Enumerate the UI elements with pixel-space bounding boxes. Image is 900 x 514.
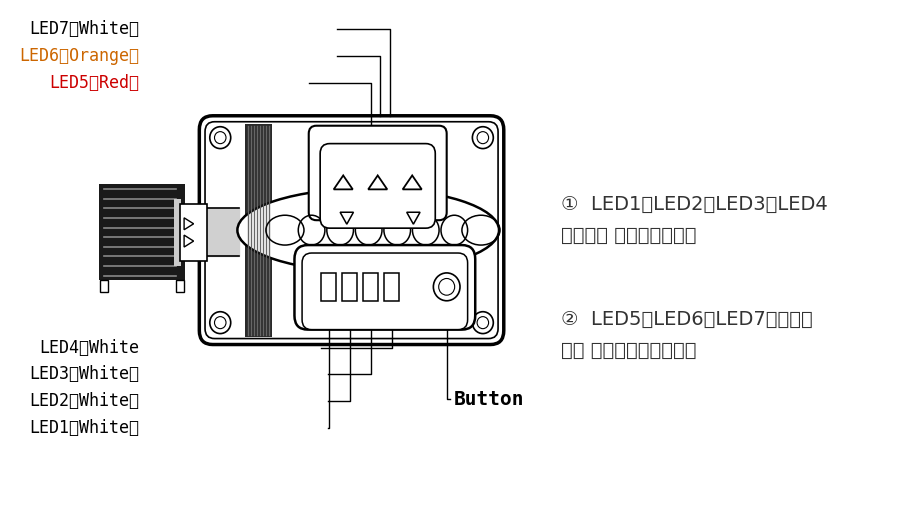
Bar xyxy=(321,273,337,301)
FancyBboxPatch shape xyxy=(302,253,468,329)
Text: LED7（White）: LED7（White） xyxy=(30,20,140,38)
Polygon shape xyxy=(368,175,387,189)
Bar xyxy=(101,281,108,292)
Polygon shape xyxy=(340,212,354,224)
Polygon shape xyxy=(184,235,194,247)
Circle shape xyxy=(438,279,454,295)
Text: LED2（White）: LED2（White） xyxy=(30,392,140,410)
Text: LED5（Red）: LED5（Red） xyxy=(50,74,140,92)
Polygon shape xyxy=(407,212,420,224)
Circle shape xyxy=(472,127,493,149)
Bar xyxy=(174,199,181,266)
Text: LED4（White: LED4（White xyxy=(40,339,140,357)
Bar xyxy=(342,273,357,301)
Polygon shape xyxy=(402,175,422,189)
FancyBboxPatch shape xyxy=(294,245,475,329)
Bar xyxy=(363,273,378,301)
Polygon shape xyxy=(334,175,353,189)
Text: ①  LED1、LED2、LED3、LED4
为白色， 显示电池电量；: ① LED1、LED2、LED3、LED4 为白色， 显示电池电量； xyxy=(561,195,828,245)
Circle shape xyxy=(477,317,489,328)
Bar xyxy=(99,185,185,281)
Bar xyxy=(180,204,207,261)
Circle shape xyxy=(210,311,230,334)
Text: Button: Button xyxy=(454,390,524,409)
Circle shape xyxy=(210,127,230,149)
Bar xyxy=(384,273,399,301)
Circle shape xyxy=(434,273,460,301)
Text: LED3（White）: LED3（White） xyxy=(30,365,140,383)
FancyBboxPatch shape xyxy=(320,143,436,228)
Circle shape xyxy=(477,132,489,144)
Circle shape xyxy=(472,311,493,334)
Text: LED1（White）: LED1（White） xyxy=(30,419,140,437)
FancyBboxPatch shape xyxy=(309,126,446,220)
Text: LED6（Orange）: LED6（Orange） xyxy=(20,47,140,65)
Bar xyxy=(176,281,184,292)
Circle shape xyxy=(214,317,226,328)
Circle shape xyxy=(214,132,226,144)
Ellipse shape xyxy=(238,188,499,272)
Polygon shape xyxy=(184,218,194,230)
FancyBboxPatch shape xyxy=(199,116,504,344)
Bar xyxy=(245,124,272,337)
Text: ②  LED5、LED6、LED7为不同颜
色， 显示电池健康状态；: ② LED5、LED6、LED7为不同颜 色， 显示电池健康状态； xyxy=(561,310,813,360)
